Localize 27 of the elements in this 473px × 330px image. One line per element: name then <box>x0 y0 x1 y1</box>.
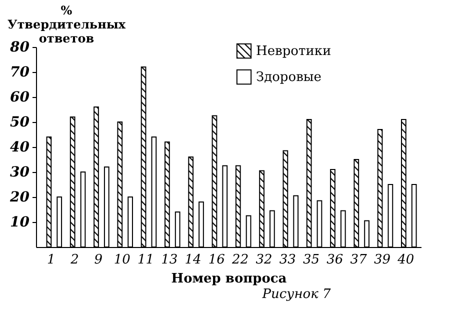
x-tick-label: 36 <box>326 252 344 268</box>
text: Рисунок 7 <box>261 287 332 303</box>
x-tick-label: 2 <box>70 252 79 268</box>
x-tick-label: 16 <box>208 252 225 268</box>
x-tick-label: 1 <box>46 252 56 268</box>
x-tick-label: 10 <box>114 252 130 268</box>
x-tick-label: 32 <box>256 252 272 268</box>
x-tick-label: 39 <box>374 252 390 268</box>
legend-label: Невротики <box>256 44 332 59</box>
x-tick-label: 40 <box>396 252 414 268</box>
legend-label: Здоровые <box>256 70 322 85</box>
y-tick-label: 40 <box>10 140 30 156</box>
x-tick-label: 11 <box>137 252 154 268</box>
y-tick-label: 60 <box>10 90 30 106</box>
x-tick-label: 14 <box>184 252 202 268</box>
y-tick-label: 10 <box>10 214 30 230</box>
x-tick-label: 13 <box>161 252 178 268</box>
x-tick-label: 22 <box>231 252 249 268</box>
x-tick-label: 9 <box>94 252 103 268</box>
y-tick-label: 50 <box>10 114 30 130</box>
x-tick-label: 37 <box>350 252 368 268</box>
x-tick-label: 35 <box>302 252 320 268</box>
y-tick-label: 30 <box>10 164 30 180</box>
y-tick-label: 70 <box>10 64 30 80</box>
y-tick-label: 20 <box>9 190 30 206</box>
x-axis-title: Номер вопроса <box>171 272 288 286</box>
x-tick-label: 33 <box>279 252 296 268</box>
